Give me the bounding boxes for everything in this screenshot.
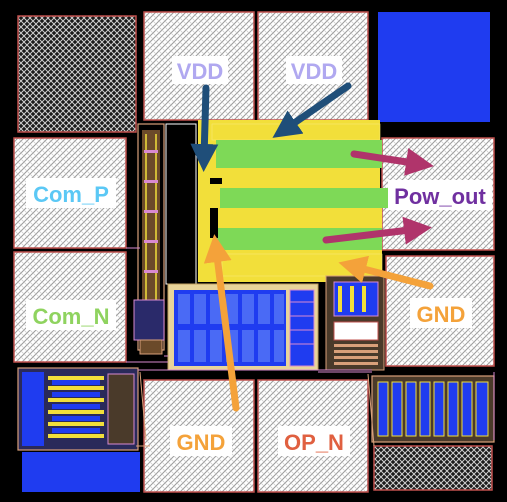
label-com-p: Com_P xyxy=(33,182,109,207)
label-com-n: Com_N xyxy=(32,304,109,329)
routing-wires-orange xyxy=(136,371,375,447)
bottom-right-circuit xyxy=(371,375,495,443)
metal-block-bottom-left xyxy=(22,452,140,492)
label-vdd-left: VDD xyxy=(177,59,223,84)
label-gnd-right: GND xyxy=(417,302,466,327)
label-bg-com-p xyxy=(26,178,116,208)
label-bg-vdd-left xyxy=(172,56,228,84)
label-bg-op-n xyxy=(278,426,350,456)
routing-channel xyxy=(165,123,197,285)
power-transistor-array xyxy=(198,120,388,282)
metal-block-top-right xyxy=(378,12,490,122)
label-gnd-bottom: GND xyxy=(177,430,226,455)
routing-wires xyxy=(126,247,495,440)
annotation-arrows xyxy=(190,82,434,412)
left-transistor-column xyxy=(133,123,165,355)
bias-circuit-block xyxy=(325,275,385,371)
arrow-gnd-right xyxy=(338,255,434,290)
label-bg-gnd-bottom xyxy=(170,426,232,456)
label-vdd-right: VDD xyxy=(291,59,337,84)
label-bg-vdd-right xyxy=(286,56,342,84)
pad-top-left xyxy=(17,15,137,133)
arrow-gnd-bottom xyxy=(203,234,240,412)
arrow-pow-out-bottom xyxy=(322,216,432,245)
bottom-left-circuit xyxy=(17,367,139,451)
arrow-pow-out-top xyxy=(350,148,434,176)
capacitor-array xyxy=(167,283,319,371)
pad-bottom-right xyxy=(373,445,493,491)
arrow-vdd-right xyxy=(272,82,352,138)
label-bg-gnd-right xyxy=(410,298,472,328)
label-op-n: OP_N xyxy=(284,430,344,455)
arrow-vdd-left xyxy=(190,84,219,172)
label-bg-com-n xyxy=(26,300,116,330)
label-bg-pow-out xyxy=(388,180,492,210)
label-pow-out: Pow_out xyxy=(394,184,486,209)
